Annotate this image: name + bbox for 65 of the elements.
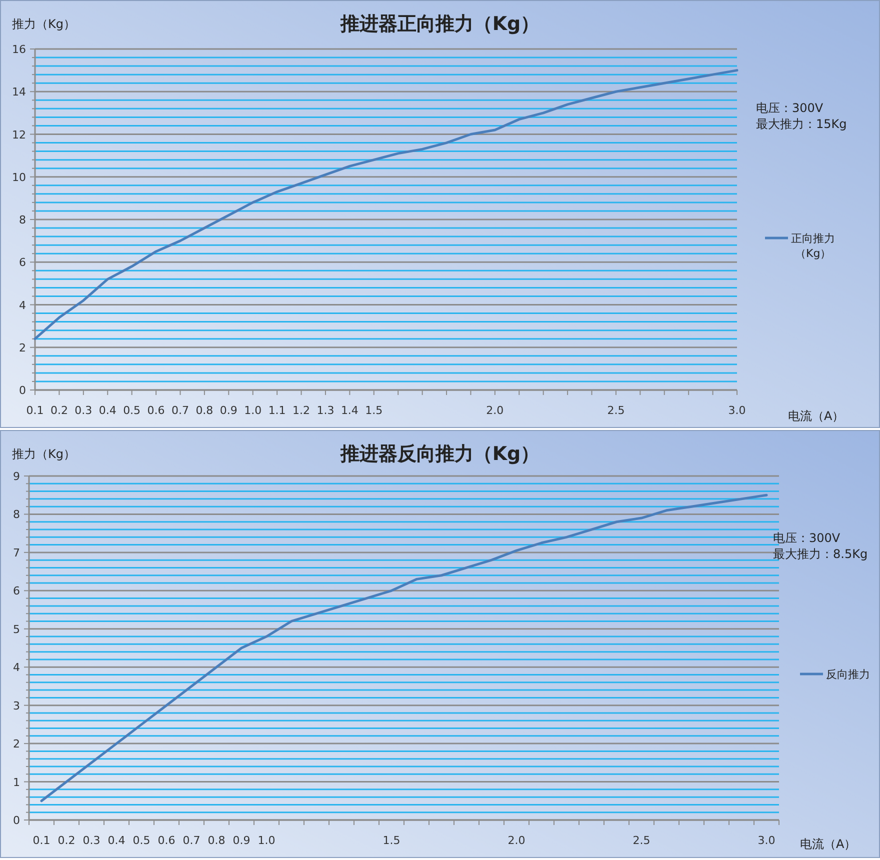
text: 最大推力：15Kg <box>756 117 847 131</box>
y-tick-label: 4 <box>19 298 26 312</box>
y-tick-label: 9 <box>13 470 20 483</box>
x-tick-label: 3.0 <box>728 404 746 417</box>
y-tick-label: 14 <box>12 86 26 99</box>
y-tick-label: 12 <box>12 128 26 142</box>
x-tick-label: 0.1 <box>26 404 44 417</box>
x-tick-label: 0.8 <box>196 404 214 417</box>
x-tick-label: 1.0 <box>258 834 276 847</box>
x-tick-label: 1.0 <box>244 404 262 417</box>
legend-label: 反向推力 <box>826 668 870 681</box>
x-tick-label: 1.5 <box>382 834 400 847</box>
x-tick-label: 0.9 <box>220 404 238 417</box>
x-tick-label: 0.7 <box>171 404 189 417</box>
x-tick-label: 0.8 <box>208 834 226 847</box>
x-tick-label: 0.1 <box>32 834 50 847</box>
x-tick-label: 0.2 <box>50 404 68 417</box>
x-tick-label: 1.4 <box>340 404 358 417</box>
y-tick-label: 6 <box>19 256 26 270</box>
y-tick-label: 2 <box>19 341 26 354</box>
y-tick-label: 0 <box>19 384 26 397</box>
x-axis-title: 电流（A） <box>800 837 856 851</box>
x-tick-label: 3.0 <box>758 834 776 847</box>
y-tick-label: 5 <box>13 622 20 636</box>
y-tick-label: 8 <box>13 508 20 522</box>
y-tick-label: 2 <box>13 738 20 751</box>
y-tick-label: 8 <box>19 214 26 226</box>
line-series <box>34 69 738 340</box>
x-tick-label: 0.6 <box>147 404 165 417</box>
y-tick-label: 7 <box>13 546 20 560</box>
x-tick-label: 0.5 <box>132 834 150 847</box>
y-tick-label: 1 <box>13 776 20 789</box>
y-tick-label: 3 <box>13 699 20 712</box>
x-tick-label: 0.2 <box>58 834 76 847</box>
x-tick-label: 0.4 <box>98 404 116 417</box>
x-tick-label: 0.7 <box>182 834 200 847</box>
line-series <box>40 494 768 802</box>
chart-title: 推进器反向推力（Kg） <box>339 443 540 465</box>
y-axis-title: 推力（Kg） <box>12 447 76 461</box>
y-tick-label: 6 <box>13 584 20 598</box>
x-tick-label: 0.3 <box>74 404 92 417</box>
x-tick-label: 2.0 <box>508 834 526 847</box>
chart-title: 推进器正向推力（Kg） <box>339 13 540 35</box>
x-tick-label: 1.3 <box>316 404 334 417</box>
annotation: 电压：300V <box>773 531 841 545</box>
y-tick-label: 4 <box>13 661 20 674</box>
x-tick-label: 0.6 <box>158 834 176 847</box>
text: 电压：300V <box>756 101 824 115</box>
x-tick-label: 0.3 <box>82 834 100 847</box>
x-tick-label: 0.9 <box>232 834 250 847</box>
x-tick-label: 1.5 <box>365 404 383 417</box>
y-tick-label: 16 <box>12 43 26 56</box>
y-tick-label: 10 <box>12 170 26 184</box>
x-tick-label: 0.4 <box>108 834 126 847</box>
x-tick-label: 2.5 <box>632 834 650 847</box>
legend-label: 正向推力（Kg） <box>791 232 835 260</box>
y-tick-label: 0 <box>13 814 20 827</box>
y-axis-title: 推力（Kg） <box>12 17 76 31</box>
x-tick-label: 2.5 <box>607 404 625 417</box>
x-tick-label: 1.1 <box>268 404 286 417</box>
x-axis-title: 电流（A） <box>788 409 844 423</box>
x-tick-label: 1.2 <box>292 404 310 417</box>
x-tick-label: 0.5 <box>123 404 141 417</box>
annotation: 最大推力：8.5Kg <box>773 547 868 561</box>
x-tick-label: 2.0 <box>486 404 504 417</box>
